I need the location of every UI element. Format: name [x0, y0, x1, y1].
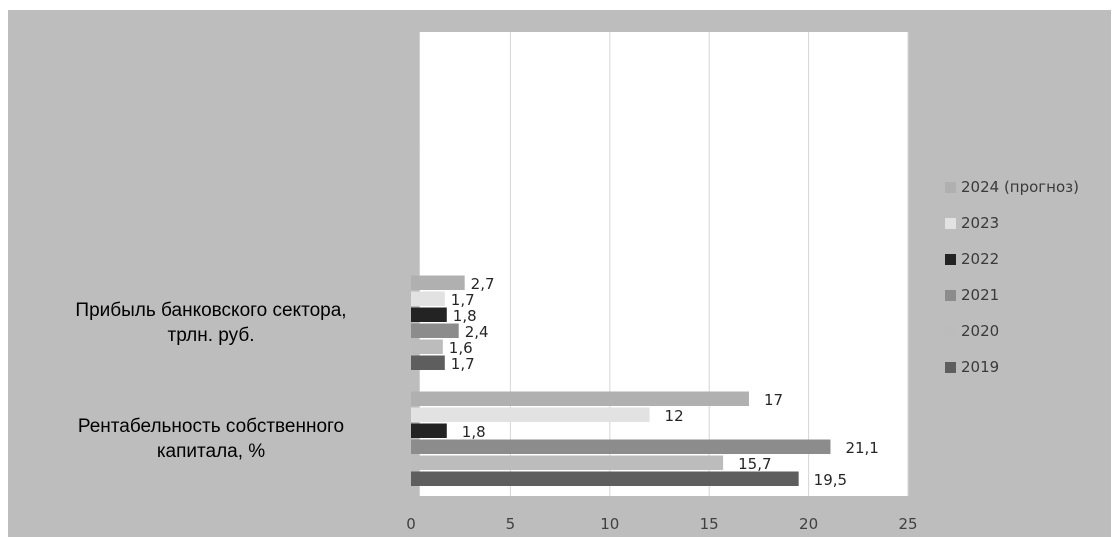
legend-label-0: 2024 (прогноз)	[961, 178, 1079, 196]
data-label-2021-cat0: 21,1	[845, 439, 878, 457]
chart-area: 0 5 10 15 20 25 19,5 15,7 21,1 1,8 12 17 1,7 1,6 2,4 1,…	[8, 10, 1111, 537]
data-label-2024-cat1: 2,7	[471, 275, 495, 293]
bar-2023-cat1	[411, 291, 445, 306]
x-tick-label-3: 15	[700, 515, 719, 533]
data-label-2019-cat0: 19,5	[814, 471, 847, 489]
bar-2024-cat1	[411, 275, 465, 290]
legend-label-5: 2019	[961, 358, 999, 376]
data-label-2021-cat1: 2,4	[465, 323, 489, 341]
bar-2020-cat1	[411, 339, 443, 354]
data-label-2024-cat0: 17	[764, 391, 783, 409]
legend-swatch-0	[945, 182, 956, 193]
bar-2019-cat1	[411, 355, 445, 370]
x-tick-label-2: 10	[600, 515, 619, 533]
bar-2022-cat1	[411, 307, 447, 322]
data-label-2019-cat1: 1,7	[451, 355, 475, 373]
legend-label-1: 2023	[961, 214, 999, 232]
bar-2020-cat0	[411, 455, 724, 470]
category-label-1-line0: Прибыль банковского сектора,	[75, 300, 346, 321]
legend-swatch-1	[945, 218, 956, 229]
x-tick-label-1: 5	[506, 515, 516, 533]
bar-chart: 0 5 10 15 20 2519,515,721,11,812171,71,62,41,…	[75, 31, 1079, 533]
category-label-1-line1: трлн. руб.	[168, 325, 255, 346]
legend-swatch-4	[945, 326, 956, 337]
category-label-0-line0: Рентабельность собственного	[78, 416, 344, 437]
x-tick-label-4: 20	[799, 515, 818, 533]
data-label-2023-cat0: 12	[665, 407, 684, 425]
data-label-2022-cat0: 1,8	[462, 423, 486, 441]
x-tick-label-5: 25	[898, 515, 917, 533]
bar-2021-cat1	[411, 323, 459, 338]
legend-swatch-5	[945, 362, 956, 373]
legend-label-2: 2022	[961, 250, 999, 268]
data-label-2022-cat1: 1,8	[453, 307, 477, 325]
legend-label-3: 2021	[961, 286, 999, 304]
bar-2024-cat0	[411, 391, 749, 406]
bar-2019-cat0	[411, 471, 799, 486]
data-label-2020-cat0: 15,7	[738, 455, 771, 473]
category-label-0-line1: капитала, %	[157, 441, 265, 462]
legend-swatch-3	[945, 290, 956, 301]
plot-area	[419, 32, 908, 496]
legend-swatch-2	[945, 254, 956, 265]
data-label-2023-cat1: 1,7	[451, 291, 475, 309]
bar-2023-cat0	[411, 407, 650, 422]
bar-2021-cat0	[411, 439, 831, 454]
legend-label-4: 2020	[961, 322, 999, 340]
bar-2022-cat0	[411, 423, 447, 438]
data-label-2020-cat1: 1,6	[449, 339, 473, 357]
x-tick-label-0: 0	[406, 515, 416, 533]
